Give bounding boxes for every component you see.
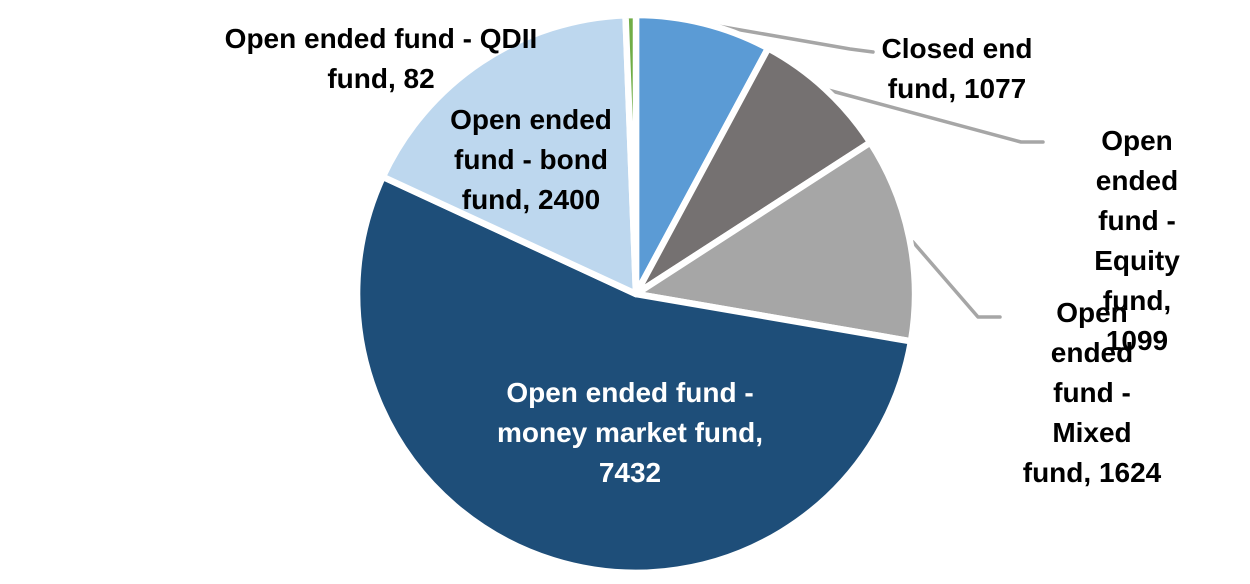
pie-slice-open-ended-money-market-fund: [353, 173, 915, 577]
leader-line-open-ended-mixed-fund: [911, 240, 1002, 319]
data-label-closed-end-fund: Closed end fund, 1077: [881, 33, 1033, 104]
pie-slice-closed-end-fund: [632, 11, 772, 298]
leader-line-closed-end-fund: [710, 23, 875, 54]
pie-slice-open-ended-mixed-fund: [632, 139, 919, 345]
leader-lines: [710, 23, 1045, 319]
leader-line-open-ended-equity-fund: [826, 88, 1045, 144]
data-label-open-ended-mixed-fund: Open ended fund - Mixed fund, 1624: [1022, 297, 1162, 488]
pie-slice-open-ended-equity-fund: [632, 45, 874, 298]
data-label-open-ended-bond-fund: Open ended fund - bond fund, 2400: [450, 104, 612, 215]
data-label-open-ended-qdii-fund: Open ended fund - QDII fund, 82: [224, 23, 538, 94]
pie-slices: [353, 11, 919, 577]
pie-slice-open-ended-qdii-fund: [622, 11, 640, 298]
data-label-open-ended-money-market-fund: Open ended fund - money market fund, 743…: [496, 377, 764, 488]
pie-slice-open-ended-bond-fund: [379, 11, 640, 298]
data-label-open-ended-equity-fund: Open ended fund - Equity fund, 1099: [1094, 125, 1180, 356]
